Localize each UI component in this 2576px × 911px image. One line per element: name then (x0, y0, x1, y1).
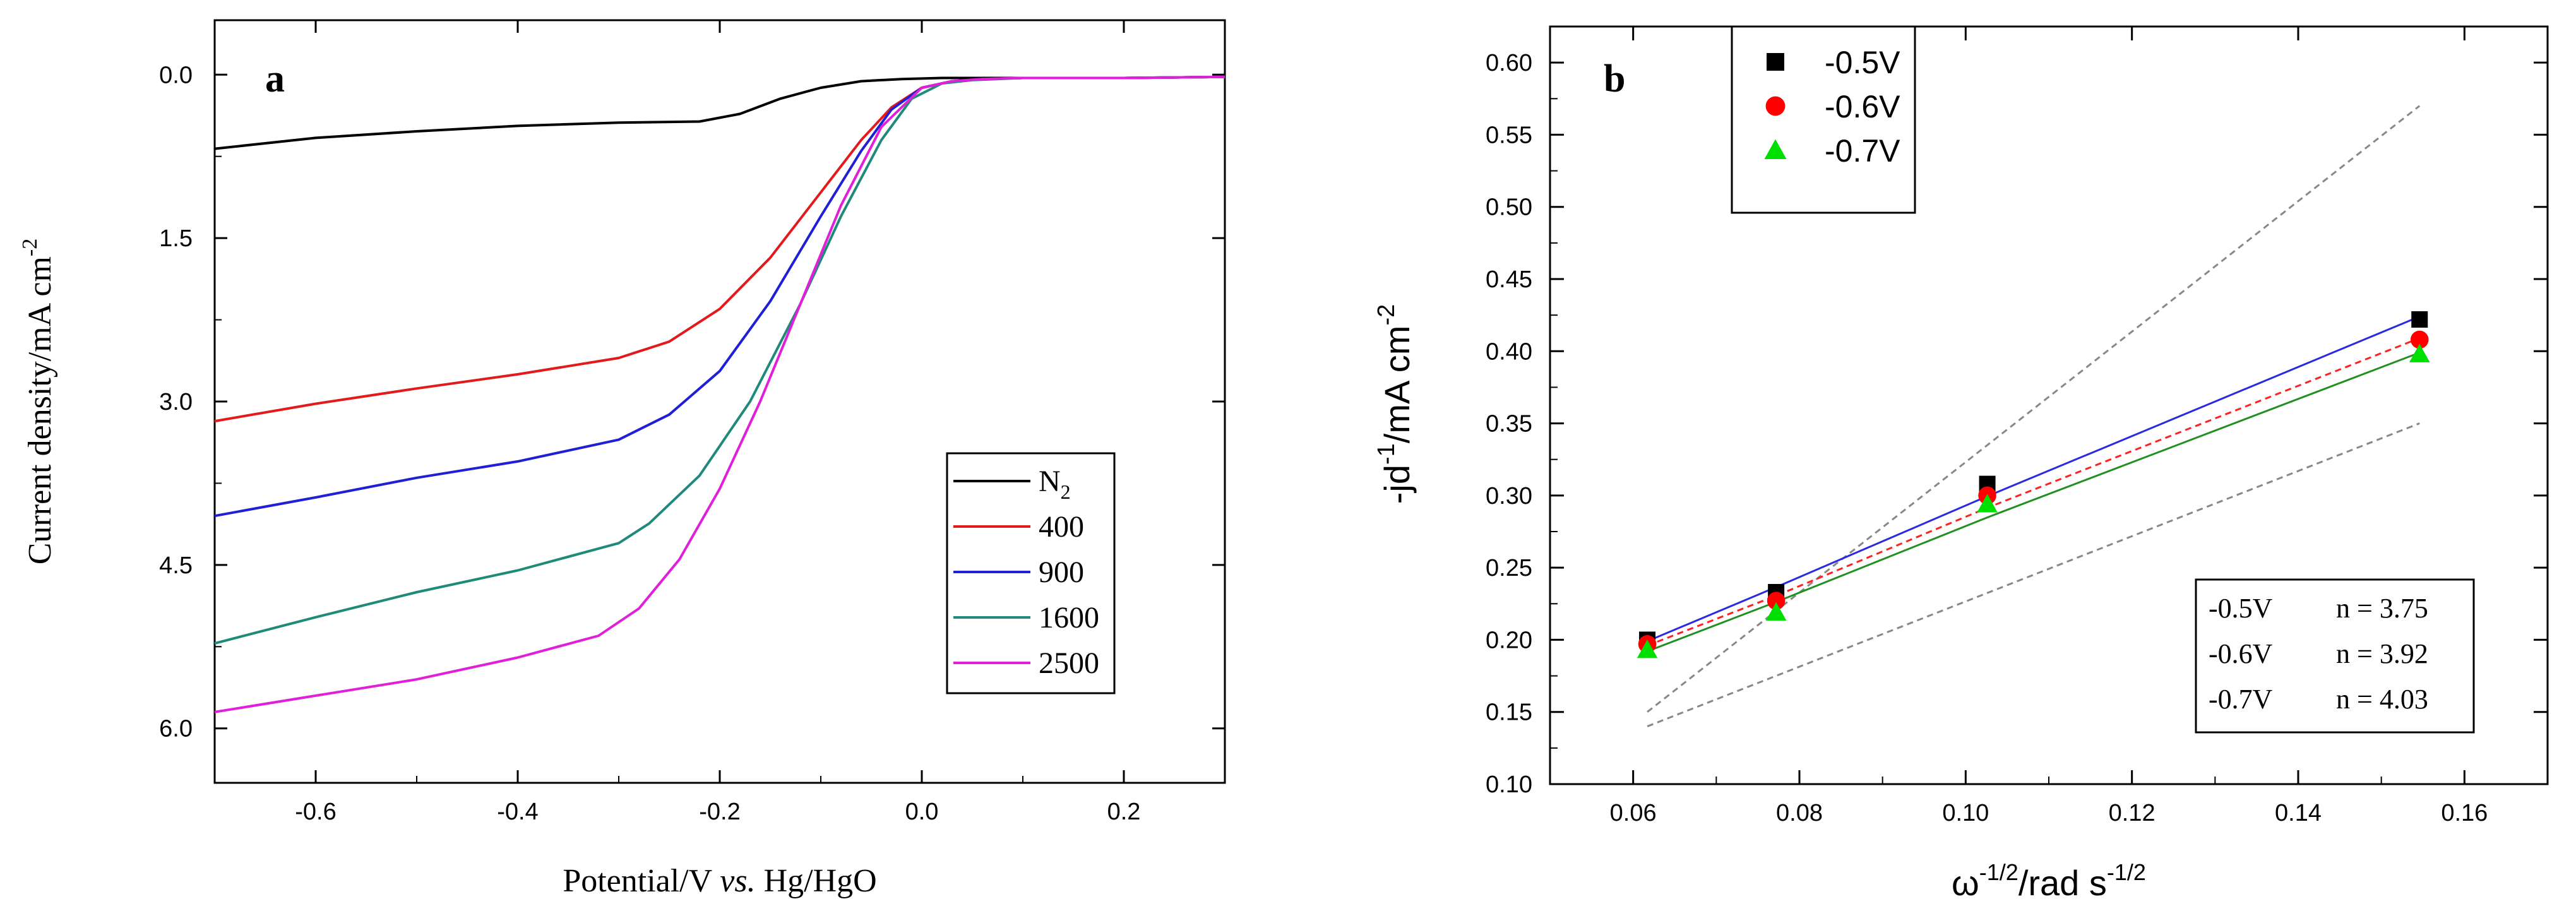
point-square (1767, 53, 1784, 71)
y-tick-label-b: 0.55 (1486, 122, 1532, 148)
series-line-2500 (214, 75, 1225, 713)
point-triangle (1765, 602, 1787, 621)
panel-label-b: b (1604, 57, 1625, 100)
y-axis-label-b: -jd-1/mA cm-2 (1373, 304, 1417, 504)
chart-a: -0.6 -0.4 -0.2 0.0 0.20.01.53.04.56.0 a N240… (18, 19, 1226, 899)
series-points-b (1637, 311, 2430, 658)
x-tick-label-a: -0.4 (497, 799, 538, 825)
x-axis-label-a: Potential/V vs. Hg/HgO (563, 863, 876, 899)
annotation-n-value: n = 3.92 (2336, 638, 2428, 669)
x-tick-label-a: -0.2 (699, 799, 740, 825)
legend-label-a: 1600 (1039, 601, 1099, 634)
annotation-potential: -0.6V (2209, 638, 2273, 669)
annotation-potential: -0.5V (2209, 593, 2273, 624)
n-value-table: -0.5V n = 3.75 -0.6V n = 3.92 -0.7V n = 4.03 (2195, 578, 2475, 734)
x-tick-label-a: 0.0 (905, 799, 939, 825)
point-triangle (1977, 494, 1998, 513)
n-value-box (2195, 578, 2475, 734)
y-tick-label-a: 4.5 (159, 552, 193, 579)
reference-line (1647, 422, 2420, 727)
y-tick-label-a: 6.0 (159, 716, 193, 742)
annotation-n-value: n = 3.75 (2336, 593, 2428, 624)
legend-label-b: -0.5V (1825, 45, 1900, 80)
y-tick-label-b: 0.25 (1486, 555, 1532, 581)
point-square (2411, 311, 2428, 328)
series-lines-a (214, 75, 1225, 713)
panel-label-a: a (265, 57, 285, 100)
fit-line--0.6V (1647, 337, 2420, 646)
annotation-potential: -0.7V (2209, 684, 2273, 715)
point-triangle (1637, 640, 1658, 658)
point-triangle (2409, 343, 2430, 362)
y-tick-label-a: 1.5 (159, 225, 193, 252)
y-tick-label-a: 0.0 (159, 62, 193, 88)
legend-box-b (1731, 25, 1916, 214)
axes-ticks-b: 0.06 0.08 0.10 0.12 0.14 0.16 0.10 0.15 0.20 0.25… (1486, 26, 2548, 826)
legend-label-b: -0.6V (1825, 89, 1900, 124)
y-tick-label-b: 0.40 (1486, 338, 1532, 365)
legend-label-a: 2500 (1039, 646, 1099, 680)
axes-ticks-a: -0.6 -0.4 -0.2 0.0 0.2 0.0 1.5 3.0 4.5 6.0 (159, 20, 1225, 825)
legend-label-a: 900 (1039, 556, 1084, 589)
legend-label-a: 400 (1039, 510, 1084, 544)
point-triangle (1764, 139, 1787, 159)
fit-line--0.7V (1647, 352, 2420, 653)
x-axis-label-b: ω-1/2/rad s-1/2 (1952, 859, 2146, 903)
y-tick-label-a: 3.0 (159, 389, 193, 415)
point-circle (1765, 96, 1786, 116)
series-line-N (214, 75, 1225, 150)
annotation-n-value: n = 4.03 (2336, 684, 2428, 715)
y-tick-label-b: 0.30 (1486, 483, 1532, 509)
series-line-900 (214, 75, 1225, 518)
x-tick-label-b: 0.12 (2109, 800, 2156, 826)
chart-b: 0.06 0.08 0.10 0.12 0.14 0.16 0.10 0.15 0.20 0.25… (1373, 25, 2549, 903)
y-tick-label-b: 0.10 (1486, 771, 1532, 798)
legend-b: -0.5V -0.6V -0.7V (1731, 25, 1916, 214)
x-tick-label-b: 0.16 (2441, 800, 2488, 826)
y-tick-label-b: 0.20 (1486, 627, 1532, 653)
legend-label-b: -0.7V (1825, 133, 1900, 169)
y-tick-label-b: 0.45 (1486, 266, 1532, 293)
x-tick-label-b: 0.06 (1610, 800, 1657, 826)
x-tick-label-a: 0.2 (1107, 799, 1141, 825)
point-circle (2410, 330, 2429, 349)
point-circle (1767, 592, 1786, 610)
y-tick-label-b: 0.35 (1486, 411, 1532, 438)
x-tick-label-b: 0.10 (1942, 800, 1989, 826)
x-tick-label-a: -0.6 (295, 799, 336, 825)
y-tick-label-b: 0.50 (1486, 194, 1532, 221)
fit-line--0.5V (1647, 316, 2420, 643)
y-tick-label-b: 0.15 (1486, 700, 1532, 726)
y-axis-label-a: Current density/mA cm-2 (18, 239, 58, 565)
y-tick-label-b: 0.60 (1486, 50, 1532, 76)
x-tick-label-b: 0.08 (1776, 800, 1823, 826)
x-tick-label-b: 0.14 (2275, 800, 2322, 826)
